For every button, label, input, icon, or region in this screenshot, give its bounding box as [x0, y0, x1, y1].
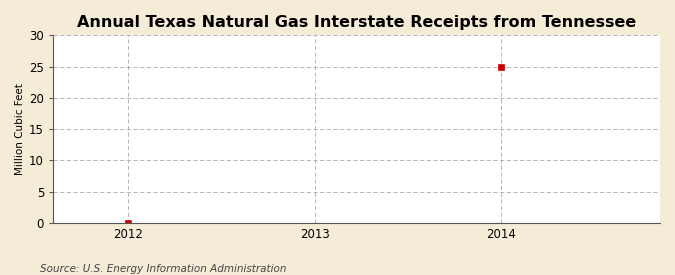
Text: Source: U.S. Energy Information Administration: Source: U.S. Energy Information Administ… [40, 264, 287, 274]
Y-axis label: Million Cubic Feet: Million Cubic Feet [15, 83, 25, 175]
Title: Annual Texas Natural Gas Interstate Receipts from Tennessee: Annual Texas Natural Gas Interstate Rece… [77, 15, 636, 30]
